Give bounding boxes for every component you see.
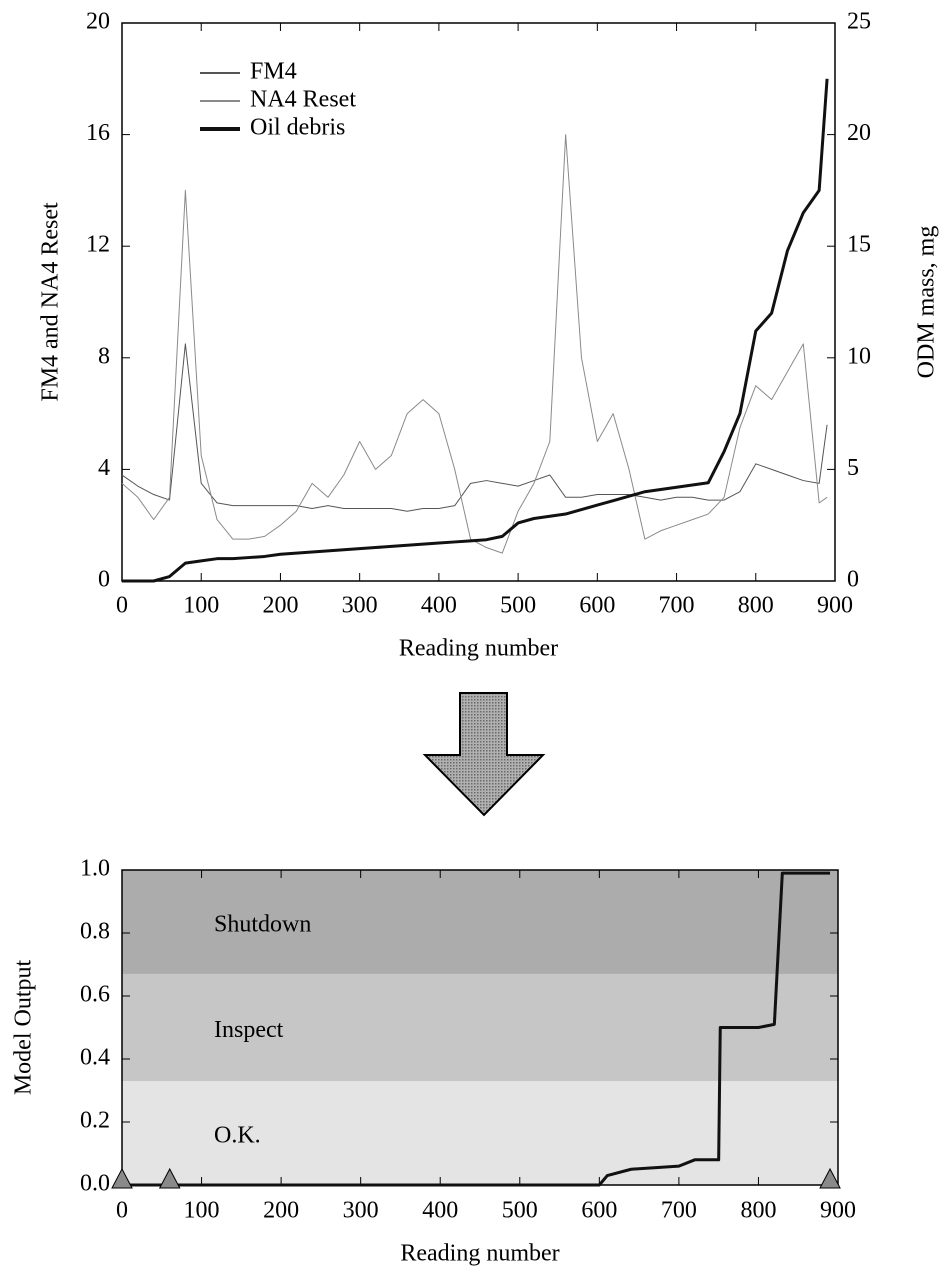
x-tick-label: 200 [263,1198,299,1224]
x-axis-label: Reading number [399,636,558,662]
x-tick-label: 900 [817,593,853,619]
y2-tick-label: 0 [847,567,859,593]
x-tick-label: 400 [421,593,457,619]
legend-label: FM4 [250,59,297,85]
x-tick-label: 300 [343,1198,379,1224]
data-line [122,871,831,1187]
zone-label: Inspect [214,1017,284,1043]
legend-label: NA4 Reset [250,87,356,113]
y2-tick-label: 10 [847,343,871,369]
y-tick-label: 1.0 [80,856,110,882]
y-tick-label: 16 [86,120,110,146]
zone-label: O.K. [214,1123,261,1149]
plot-frame [121,22,836,582]
flow-arrow [422,692,546,817]
x-tick-label: 900 [820,1198,856,1224]
x-tick-label: 600 [581,1198,617,1224]
y-tick-label: 0.2 [80,1108,110,1134]
y-tick-label: 0.0 [80,1171,110,1197]
data-line [122,78,829,583]
x-tick-label: 400 [422,1198,458,1224]
y-axis-label: Model Output [11,960,37,1096]
y2-axis-label: ODM mass, mg [914,226,940,379]
marker-triangle [819,1167,841,1189]
y-tick-label: 20 [86,9,110,35]
x-tick-label: 600 [579,593,615,619]
x-tick-label: 800 [738,593,774,619]
y-tick-label: 0 [98,567,110,593]
y-tick-label: 0.4 [80,1045,110,1071]
x-tick-label: 100 [184,1198,220,1224]
x-tick-label: 200 [262,593,298,619]
y2-tick-label: 20 [847,120,871,146]
x-tick-label: 500 [502,1198,538,1224]
zone-label: Shutdown [214,911,311,937]
x-tick-label: 800 [740,1198,776,1224]
y-axis-label: FM4 and NA4 Reset [38,202,64,402]
x-tick-label: 100 [183,593,219,619]
x-tick-label: 0 [116,1198,128,1224]
marker-triangle [111,1167,133,1189]
y-tick-label: 4 [98,455,110,481]
zone [122,870,838,974]
data-line [121,343,828,512]
x-tick-label: 700 [661,1198,697,1224]
x-tick-label: 700 [659,593,695,619]
y-tick-label: 0.8 [80,919,110,945]
legend-label: Oil debris [250,115,345,141]
y2-tick-label: 15 [847,232,871,258]
x-tick-label: 300 [342,593,378,619]
x-tick-label: 500 [500,593,536,619]
y-tick-label: 12 [86,232,110,258]
marker-triangle [158,1167,181,1189]
y-tick-label: 0.6 [80,982,110,1008]
y-tick-label: 8 [98,343,110,369]
y2-tick-label: 25 [847,9,871,35]
y2-tick-label: 5 [847,455,859,481]
x-tick-label: 0 [116,593,128,619]
data-line [121,134,828,554]
x-axis-label: Reading number [400,1241,559,1267]
